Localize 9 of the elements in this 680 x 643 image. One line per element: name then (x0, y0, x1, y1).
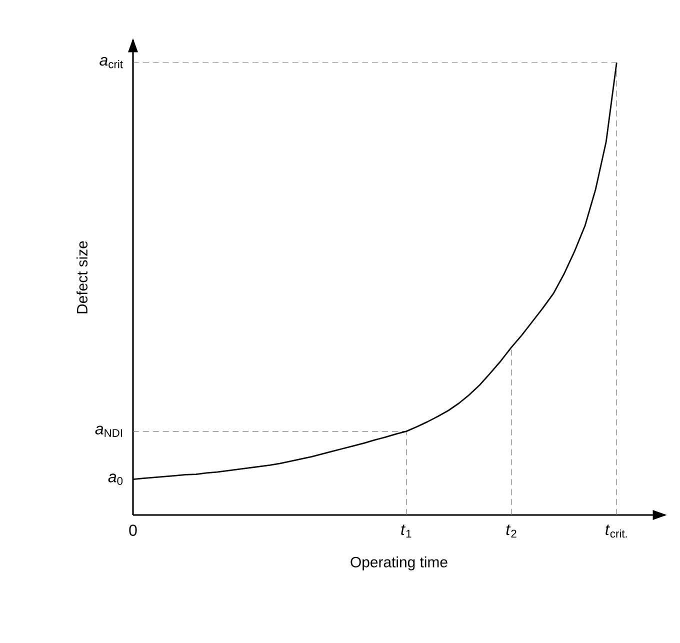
x-tick-label: t$_{crit.}$ (606, 524, 627, 538)
annotation: a$_{0}$ (108, 474, 123, 485)
x-tick-label: t$_{1}$ (401, 524, 412, 538)
ref-line-label: a$_{crit}$ (100, 56, 123, 68)
y-axis-title: Defect size (76, 241, 88, 314)
ref-line-label: a$_{NDI}$ (95, 426, 122, 437)
x-tick-label: 0 (129, 524, 137, 536)
x-tick-label: t$_{2}$ (506, 524, 516, 538)
x-axis-title: Operating time (350, 556, 448, 570)
